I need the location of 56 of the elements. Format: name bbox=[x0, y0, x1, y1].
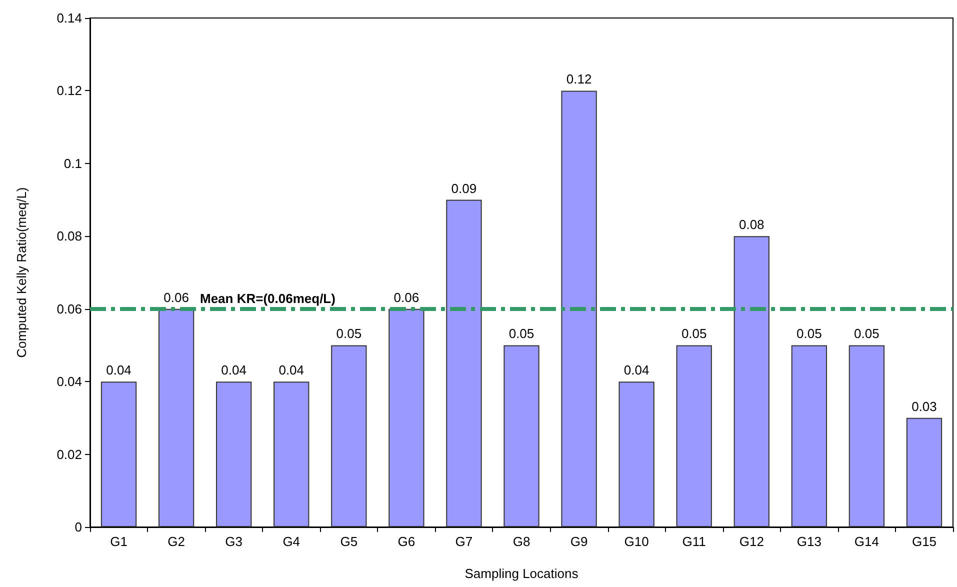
x-tick-label: G2 bbox=[168, 534, 185, 549]
x-tick-label: G13 bbox=[796, 534, 822, 549]
data-label: 0.05 bbox=[336, 326, 362, 342]
y-tick-label: 0 bbox=[74, 520, 82, 534]
x-tick-label: G9 bbox=[570, 534, 588, 549]
bar bbox=[388, 308, 424, 527]
data-label: 0.05 bbox=[796, 326, 822, 342]
y-tick-label: 0.02 bbox=[56, 446, 82, 462]
bar bbox=[446, 200, 482, 527]
x-tick-label: G6 bbox=[398, 534, 416, 549]
y-tick-label: 0.14 bbox=[56, 10, 82, 26]
data-label: 0.06 bbox=[394, 290, 420, 305]
bar bbox=[848, 345, 885, 527]
data-label: 0.04 bbox=[624, 362, 650, 378]
y-tick-label: 0.12 bbox=[56, 83, 82, 98]
data-label: 0.12 bbox=[566, 72, 592, 87]
y-tick-label: 0.08 bbox=[56, 228, 82, 244]
data-label: 0.08 bbox=[738, 217, 764, 232]
x-axis-title: Sampling Locations bbox=[464, 566, 579, 581]
x-tick-label: G8 bbox=[512, 534, 530, 549]
y-tick-label: 0.04 bbox=[56, 374, 82, 390]
x-tick-label: G12 bbox=[739, 534, 764, 549]
y-tick-label: 0.06 bbox=[56, 301, 82, 316]
x-tick-label: G7 bbox=[455, 534, 473, 549]
ref-line-label: Mean KR=(0.06meq/L) bbox=[200, 290, 336, 306]
data-label: 0.06 bbox=[164, 290, 189, 305]
x-tick-label: G14 bbox=[854, 534, 879, 549]
data-label: 0.05 bbox=[854, 326, 880, 342]
bar bbox=[331, 345, 367, 527]
bar bbox=[906, 418, 942, 527]
bar bbox=[734, 236, 770, 527]
x-tick-label: G10 bbox=[624, 534, 649, 549]
data-label: 0.04 bbox=[221, 362, 246, 378]
x-tick-label: G11 bbox=[682, 534, 706, 549]
x-tick-label: G4 bbox=[282, 534, 300, 549]
y-axis-title: Computed Kelly Ratio(meq/L) bbox=[14, 187, 29, 358]
data-label: 0.04 bbox=[106, 362, 132, 378]
data-label: 0.05 bbox=[681, 326, 707, 342]
data-label: 0.04 bbox=[278, 362, 304, 378]
bar bbox=[158, 308, 194, 527]
x-tick-label: G15 bbox=[912, 534, 937, 549]
data-label: 0.09 bbox=[451, 180, 477, 196]
data-label: 0.05 bbox=[508, 326, 534, 342]
bar bbox=[216, 382, 252, 527]
x-tick-label: G5 bbox=[340, 534, 358, 549]
bar bbox=[504, 345, 540, 527]
y-tick-label: 0.1 bbox=[64, 156, 82, 171]
x-tick-label: G3 bbox=[225, 534, 243, 549]
bar bbox=[561, 90, 597, 527]
bar bbox=[618, 382, 654, 527]
data-label: 0.03 bbox=[912, 398, 937, 414]
bar bbox=[791, 345, 827, 527]
bar bbox=[274, 382, 310, 527]
bar bbox=[676, 345, 712, 527]
x-tick-label: G1 bbox=[110, 534, 128, 549]
bar bbox=[100, 382, 137, 527]
